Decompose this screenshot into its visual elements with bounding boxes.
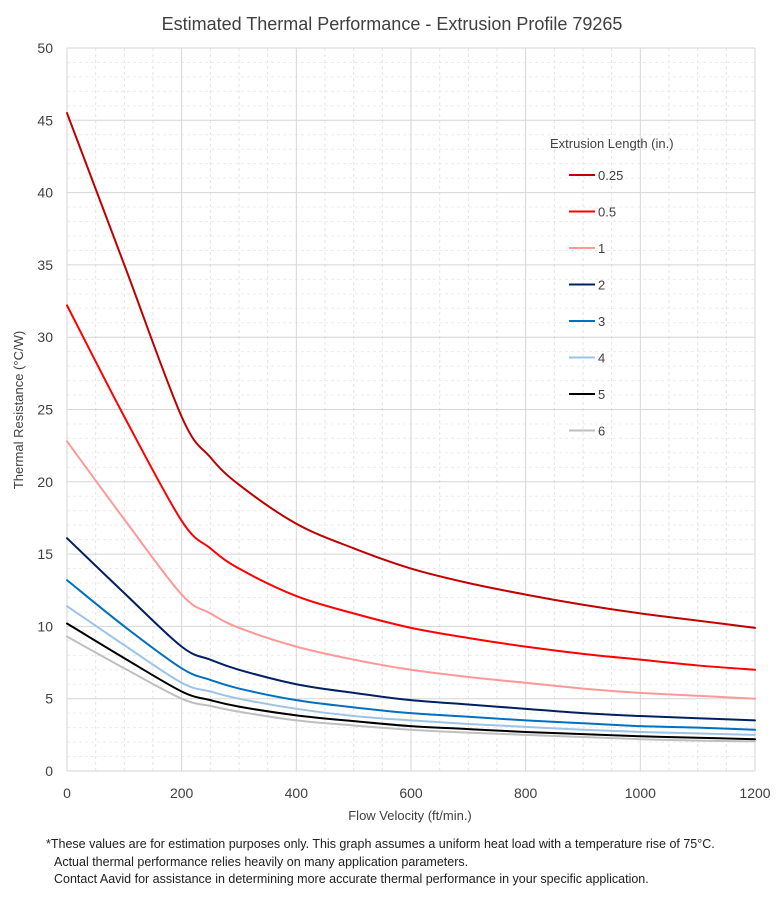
y-tick-label: 15 xyxy=(37,546,53,562)
x-tick-label: 400 xyxy=(285,785,309,801)
footnote: *These values are for estimation purpose… xyxy=(46,836,781,889)
legend: Extrusion Length (in.) 0.25 0.5 1 2 3 4 5 6 xyxy=(550,136,674,439)
y-tick-label: 45 xyxy=(37,112,53,128)
series-line-1 xyxy=(66,440,756,700)
y-tick-label: 10 xyxy=(37,618,53,634)
x-tick-label: 600 xyxy=(399,785,423,801)
legend-label-6: 6 xyxy=(598,424,605,439)
y-tick-label: 30 xyxy=(37,329,53,345)
y-tick-label: 20 xyxy=(37,474,53,490)
axes: 0 200 400 600 800 1000 12000510152025303540455… xyxy=(37,40,770,801)
series-line-0.25 xyxy=(66,112,756,629)
x-tick-label: 800 xyxy=(514,785,538,801)
series-line-2 xyxy=(66,537,756,722)
y-tick-label: 25 xyxy=(37,402,53,418)
x-tick-label: 1200 xyxy=(739,785,770,801)
series-line-6 xyxy=(66,635,756,743)
chart-title: Estimated Thermal Performance - Extrusio… xyxy=(162,14,623,34)
y-tick-label: 50 xyxy=(37,40,53,56)
thermal-performance-chart: Estimated Thermal Performance - Extrusio… xyxy=(11,14,771,823)
legend-label-1: 1 xyxy=(598,241,605,256)
series-lines xyxy=(66,112,756,743)
y-tick-label: 0 xyxy=(45,763,53,779)
x-tick-label: 0 xyxy=(63,785,71,801)
series-line-4 xyxy=(66,605,756,736)
legend-title: Extrusion Length (in.) xyxy=(550,136,674,151)
legend-label-0.5: 0.5 xyxy=(598,205,616,220)
footnote-line-3: Contact Aavid for assistance in determin… xyxy=(54,872,649,886)
gridlines xyxy=(66,47,756,772)
x-tick-label: 200 xyxy=(170,785,194,801)
y-axis-title: Thermal Resistance (°C/W) xyxy=(11,331,26,489)
legend-label-5: 5 xyxy=(598,387,605,402)
legend-label-2: 2 xyxy=(598,278,605,293)
x-tick-label: 1000 xyxy=(625,785,656,801)
y-tick-label: 5 xyxy=(45,691,53,707)
footnote-line-2: Actual thermal performance relies heavil… xyxy=(54,854,469,869)
series-line-0.5 xyxy=(66,304,756,671)
legend-label-4: 4 xyxy=(598,351,605,366)
x-axis-title: Flow Velocity (ft/min.) xyxy=(348,808,472,823)
footnote-line-1: *These values are for estimation purpose… xyxy=(46,837,715,851)
legend-label-0.25: 0.25 xyxy=(598,168,623,183)
series-line-5 xyxy=(66,622,756,741)
legend-label-3: 3 xyxy=(598,314,605,329)
series-line-3 xyxy=(66,579,756,731)
y-tick-label: 35 xyxy=(37,257,53,273)
y-tick-label: 40 xyxy=(37,185,53,201)
